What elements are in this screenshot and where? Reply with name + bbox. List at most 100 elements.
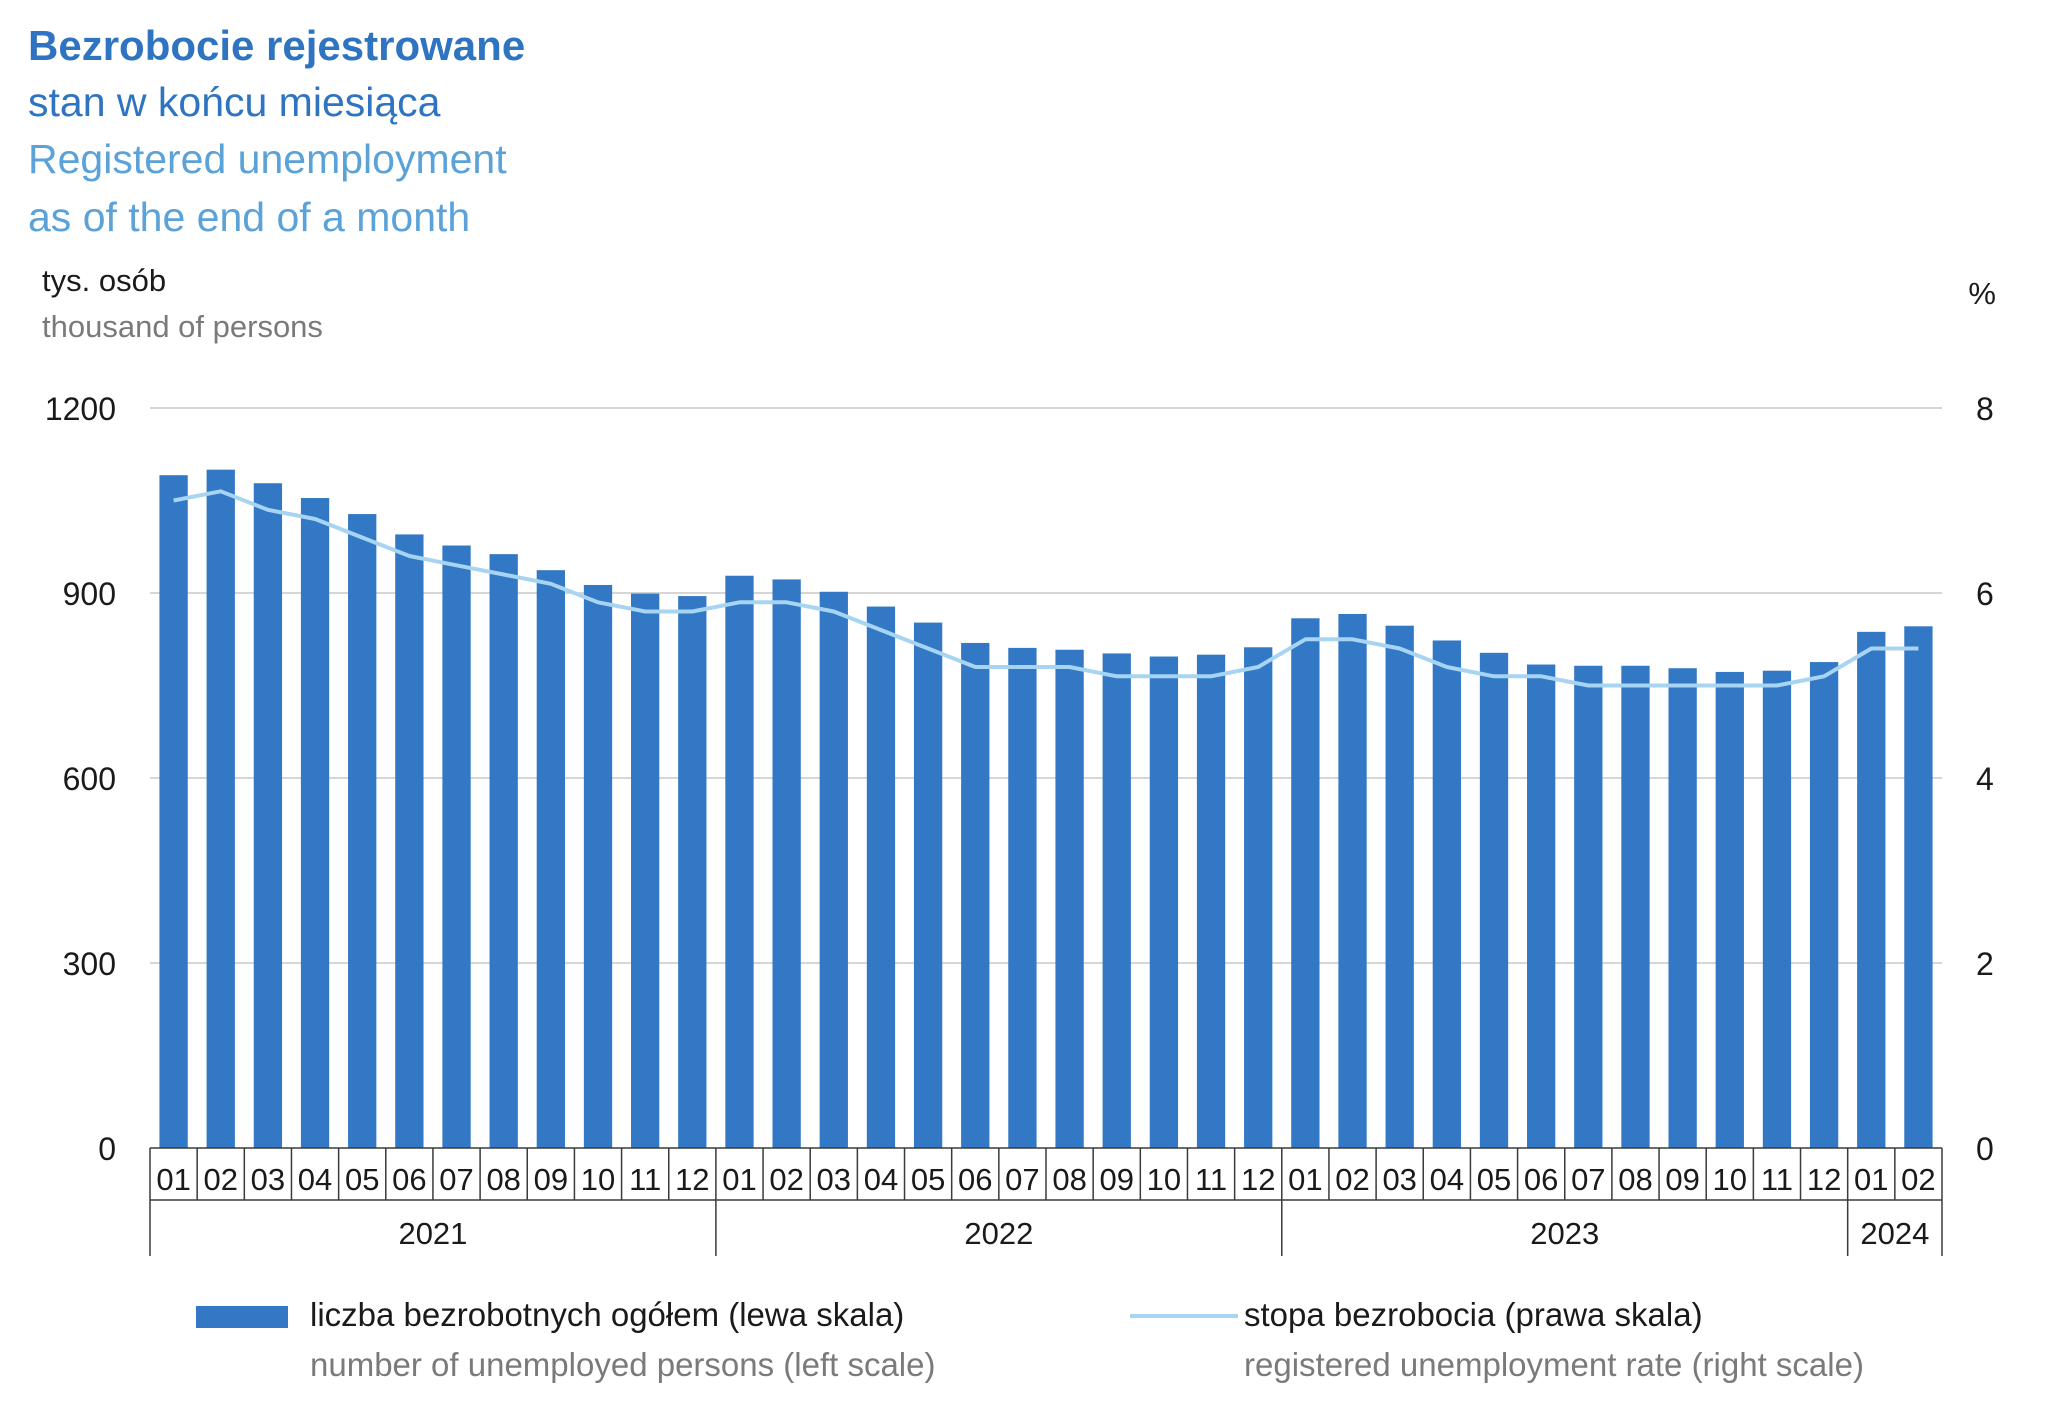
- right-axis-unit: %: [1968, 276, 1996, 311]
- x-tick-label: 12: [1241, 1162, 1275, 1197]
- bar: [1621, 665, 1650, 1148]
- bar: [1527, 664, 1556, 1148]
- bar: [348, 514, 377, 1148]
- x-tick-label: 08: [486, 1162, 520, 1197]
- x-tick-label: 02: [203, 1162, 237, 1197]
- x-tick-label: 11: [1761, 1162, 1793, 1197]
- bar: [206, 469, 235, 1149]
- bar: [1432, 640, 1461, 1148]
- y-right-tick-label: 8: [1976, 391, 1994, 427]
- bar: [1149, 656, 1179, 1148]
- x-tick-label: 11: [629, 1162, 661, 1197]
- x-tick-label: 03: [817, 1162, 851, 1197]
- bar: [300, 498, 330, 1148]
- left-axis-unit: tys. osób thousand of persons: [42, 258, 323, 350]
- bar: [1904, 626, 1933, 1148]
- year-label: 2022: [964, 1216, 1033, 1251]
- chart-title-en: Registered unemployment: [28, 136, 507, 182]
- chart-subtitle-en: as of the end of a month: [28, 194, 471, 240]
- left-axis-unit-en: thousand of persons: [42, 309, 323, 344]
- x-tick-label: 12: [675, 1162, 709, 1197]
- y-left-tick-label: 900: [63, 576, 116, 612]
- y-right-tick-label: 6: [1976, 576, 1994, 612]
- bar: [253, 483, 283, 1148]
- x-tick-label: 05: [1477, 1162, 1511, 1197]
- year-label: 2023: [1530, 1216, 1599, 1251]
- legend-swatch-bars: [196, 1306, 288, 1328]
- bar: [442, 545, 471, 1148]
- x-tick-label: 04: [864, 1162, 898, 1197]
- bar: [583, 584, 613, 1148]
- x-tick-label: 10: [1147, 1162, 1181, 1197]
- y-right-tick-label: 0: [1976, 1131, 1994, 1167]
- left-axis-unit-pl: tys. osób: [42, 263, 167, 298]
- x-tick-label: 03: [1382, 1162, 1416, 1197]
- bar: [536, 570, 565, 1148]
- bar: [772, 579, 801, 1148]
- bar: [1102, 653, 1131, 1148]
- bar: [1338, 613, 1367, 1148]
- chart-subtitle: stan w końcu miesiąca: [28, 79, 441, 125]
- legend-swatch-line: [1130, 1314, 1238, 1318]
- x-tick-label: 08: [1052, 1162, 1086, 1197]
- y-left-tick-label: 600: [63, 761, 116, 797]
- x-tick-label: 10: [1713, 1162, 1747, 1197]
- x-tick-label: 04: [298, 1162, 332, 1197]
- bar: [1196, 654, 1226, 1148]
- x-tick-label: 11: [1195, 1162, 1227, 1197]
- bar: [1008, 647, 1037, 1148]
- x-tick-label: 06: [392, 1162, 426, 1197]
- bar: [913, 622, 943, 1148]
- bar: [1857, 631, 1886, 1148]
- bar: [159, 475, 188, 1148]
- year-label: 2024: [1860, 1216, 1929, 1251]
- x-tick-label: 02: [1335, 1162, 1369, 1197]
- bar: [1715, 671, 1744, 1148]
- x-tick-label: 05: [345, 1162, 379, 1197]
- x-tick-label: 09: [534, 1162, 568, 1197]
- rate-line: [173, 489, 1919, 688]
- bar: [819, 591, 848, 1148]
- x-tick-label: 01: [722, 1162, 756, 1197]
- bar: [866, 606, 896, 1148]
- x-tick-label: 10: [581, 1162, 615, 1197]
- x-tick-label: 07: [1005, 1162, 1039, 1197]
- y-left-tick-label: 0: [98, 1131, 116, 1167]
- x-tick-label: 08: [1618, 1162, 1652, 1197]
- legend-label-line-pl: stopa bezrobocia (prawa skala): [1244, 1296, 1703, 1333]
- legend-label-bars-en: number of unemployed persons (left scale…: [310, 1346, 936, 1383]
- bar: [1809, 662, 1839, 1148]
- x-tick-label: 03: [251, 1162, 285, 1197]
- bar: [1055, 649, 1084, 1148]
- bar: [489, 554, 518, 1148]
- y-left-tick-label: 1200: [45, 391, 116, 427]
- bar: [1385, 625, 1414, 1148]
- chart-title: Bezrobocie rejestrowane: [28, 22, 526, 69]
- bar: [1574, 665, 1603, 1148]
- y-left-tick-label: 300: [63, 946, 116, 982]
- chart-title-block: Bezrobocie rejestrowane stan w końcu mie…: [28, 18, 525, 246]
- y-right-tick-label: 4: [1976, 761, 1994, 797]
- x-tick-label: 01: [1854, 1162, 1888, 1197]
- bar: [1291, 618, 1320, 1148]
- x-tick-label: 07: [1571, 1162, 1605, 1197]
- x-tick-label: 01: [156, 1162, 190, 1197]
- y-right-tick-label: 2: [1976, 946, 1994, 982]
- legend-label-bars-pl: liczba bezrobotnych ogółem (lewa skala): [310, 1296, 905, 1333]
- x-tick-label: 09: [1099, 1162, 1133, 1197]
- bar: [725, 575, 754, 1148]
- x-tick-label: 06: [958, 1162, 992, 1197]
- x-tick-label: 07: [439, 1162, 473, 1197]
- bar: [1668, 668, 1697, 1148]
- x-tick-label: 09: [1665, 1162, 1699, 1197]
- bar: [631, 593, 660, 1148]
- x-tick-label: 06: [1524, 1162, 1558, 1197]
- x-tick-label: 02: [769, 1162, 803, 1197]
- x-tick-label: 01: [1288, 1162, 1322, 1197]
- x-tick-label: 02: [1901, 1162, 1935, 1197]
- bar: [961, 642, 990, 1148]
- legend-label-line-en: registered unemployment rate (right scal…: [1244, 1346, 1864, 1383]
- bar: [1762, 670, 1792, 1148]
- x-tick-label: 12: [1807, 1162, 1841, 1197]
